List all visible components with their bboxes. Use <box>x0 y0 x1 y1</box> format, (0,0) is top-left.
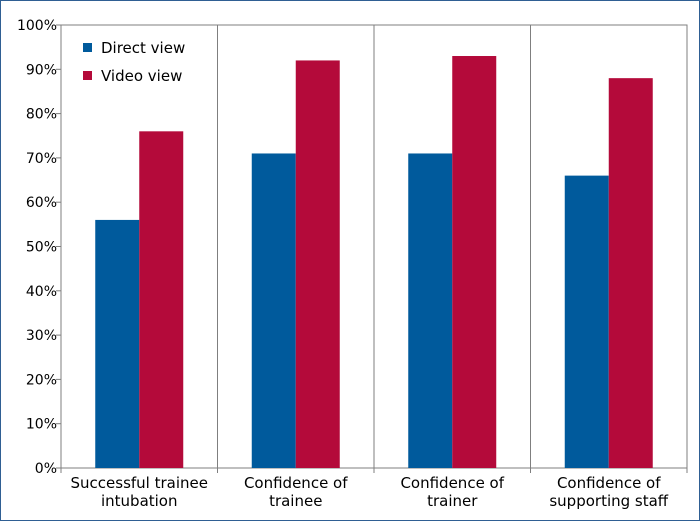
bar-video-view <box>295 60 340 468</box>
bar-direct-view <box>95 219 140 468</box>
y-tick-label: 0% <box>35 461 57 477</box>
x-category-label: trainee <box>269 492 322 510</box>
legend-swatch <box>83 71 92 80</box>
x-category-label: Confidence of <box>557 474 661 492</box>
y-tick-label: 50% <box>26 240 57 256</box>
x-category-label: Successful trainee <box>71 474 208 492</box>
y-tick-label: 100% <box>17 18 57 34</box>
bar-direct-view <box>564 175 609 468</box>
y-tick-label: 40% <box>26 284 57 300</box>
y-tick-label: 60% <box>26 195 57 211</box>
x-category-label: Confidence of <box>244 474 348 492</box>
bar-video-view <box>139 131 184 468</box>
x-category-label: supporting staff <box>549 492 668 510</box>
y-tick-label: 90% <box>26 62 57 78</box>
y-tick-label: 20% <box>26 372 57 388</box>
y-tick-label: 30% <box>26 328 57 344</box>
y-tick-label: 80% <box>26 107 57 123</box>
y-tick-label: 70% <box>26 151 57 167</box>
bar-video-view <box>608 78 653 468</box>
y-tick-label: 10% <box>26 417 57 433</box>
bar-direct-view <box>408 153 453 468</box>
x-category-label: Confidence of <box>400 474 504 492</box>
bar-video-view <box>452 56 497 468</box>
legend-label: Direct view <box>101 39 185 57</box>
legend-swatch <box>83 43 92 52</box>
legend-label: Video view <box>101 67 182 85</box>
bar-direct-view <box>251 153 296 468</box>
x-category-label: intubation <box>101 492 178 510</box>
x-category-label: trainer <box>427 492 478 510</box>
